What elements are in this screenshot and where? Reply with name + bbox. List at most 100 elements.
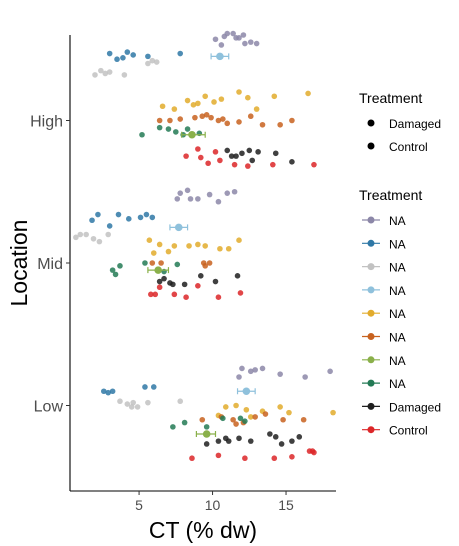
data-point bbox=[236, 374, 242, 380]
legend-item: NA bbox=[362, 261, 406, 275]
data-point bbox=[105, 231, 112, 238]
data-point bbox=[142, 384, 148, 390]
data-point bbox=[124, 401, 131, 407]
data-point bbox=[139, 131, 145, 138]
data-point bbox=[171, 106, 178, 112]
data-point bbox=[230, 416, 236, 423]
data-point bbox=[215, 117, 222, 124]
data-point bbox=[230, 30, 236, 37]
data-point bbox=[255, 149, 261, 155]
data-point bbox=[195, 196, 201, 202]
data-point bbox=[286, 409, 292, 416]
data-point bbox=[236, 89, 242, 95]
data-point bbox=[156, 124, 163, 131]
y-ticks-layer: High Mid Low bbox=[30, 114, 70, 416]
data-point bbox=[228, 153, 235, 159]
data-point bbox=[277, 404, 283, 410]
data-point bbox=[77, 231, 84, 238]
legend-bottom-entries: NA NA NA NA NA NA NA NA Damaged Control bbox=[362, 214, 441, 438]
data-point bbox=[242, 40, 248, 47]
data-point bbox=[289, 438, 295, 444]
data-point bbox=[183, 294, 189, 301]
data-point bbox=[233, 402, 239, 409]
data-point bbox=[289, 159, 295, 165]
legend-label: Control bbox=[389, 140, 428, 154]
data-point bbox=[130, 399, 136, 406]
data-point bbox=[249, 157, 256, 164]
data-point bbox=[149, 260, 156, 266]
data-point bbox=[128, 404, 135, 410]
data-point bbox=[309, 448, 316, 454]
data-point bbox=[243, 406, 250, 413]
data-point bbox=[236, 237, 242, 243]
data-point bbox=[302, 374, 308, 380]
y-tick-label: Mid bbox=[37, 256, 63, 273]
data-point bbox=[280, 416, 286, 423]
data-point bbox=[199, 416, 206, 423]
data-point bbox=[202, 263, 209, 269]
legend-item: NA bbox=[362, 307, 406, 321]
legend-label: NA bbox=[389, 261, 406, 275]
mean-point bbox=[216, 52, 224, 61]
data-point bbox=[262, 411, 269, 417]
data-point bbox=[277, 371, 283, 377]
data-point bbox=[181, 419, 188, 426]
data-point bbox=[184, 126, 191, 132]
data-point bbox=[222, 435, 229, 442]
legend-key bbox=[367, 426, 375, 434]
data-point bbox=[90, 235, 97, 242]
data-point bbox=[145, 60, 151, 67]
legend-item: NA bbox=[362, 331, 406, 345]
plot-panel: 5 10 15 High Mid Low bbox=[30, 30, 336, 513]
data-point bbox=[231, 188, 238, 195]
legend-top-entries: Damaged Control bbox=[367, 117, 441, 154]
data-point bbox=[73, 234, 79, 241]
data-point bbox=[215, 452, 222, 459]
data-point bbox=[272, 150, 279, 157]
data-point bbox=[206, 191, 213, 198]
data-point bbox=[202, 243, 209, 249]
data-point bbox=[221, 33, 228, 40]
data-point bbox=[245, 94, 251, 101]
data-point bbox=[247, 368, 254, 375]
legend-label: NA bbox=[389, 331, 406, 345]
data-point bbox=[121, 72, 128, 78]
data-point bbox=[208, 114, 214, 121]
data-point bbox=[195, 146, 201, 152]
data-point bbox=[259, 121, 266, 128]
legend-item: Damaged bbox=[367, 117, 441, 131]
x-tick-label: 15 bbox=[278, 497, 294, 513]
data-point bbox=[130, 52, 136, 58]
data-point bbox=[217, 245, 223, 252]
y-tick-label: High bbox=[30, 114, 63, 131]
legend-key bbox=[367, 239, 375, 247]
data-point bbox=[220, 415, 226, 422]
legend-key bbox=[367, 402, 375, 410]
data-point bbox=[89, 217, 95, 224]
legend-key bbox=[367, 333, 375, 340]
data-point bbox=[153, 59, 160, 65]
data-point bbox=[83, 231, 89, 238]
data-point bbox=[327, 368, 333, 375]
data-point bbox=[195, 100, 201, 107]
data-point bbox=[167, 117, 173, 124]
data-point bbox=[236, 119, 242, 125]
data-point bbox=[305, 90, 311, 97]
data-point bbox=[117, 263, 123, 269]
data-point bbox=[145, 53, 151, 60]
legend-item: NA bbox=[362, 284, 406, 298]
data-point bbox=[247, 39, 254, 45]
data-point bbox=[109, 388, 116, 395]
points-layer bbox=[73, 30, 336, 462]
data-point bbox=[112, 271, 119, 278]
data-point bbox=[125, 216, 132, 222]
data-point bbox=[197, 273, 204, 279]
data-point bbox=[145, 399, 151, 406]
legend-label: NA bbox=[389, 284, 406, 298]
legend-bottom-title: Treatment bbox=[359, 187, 422, 203]
data-point bbox=[174, 261, 181, 268]
data-point bbox=[239, 150, 245, 157]
data-point bbox=[247, 414, 254, 420]
data-point bbox=[124, 49, 131, 55]
data-point bbox=[177, 116, 184, 122]
